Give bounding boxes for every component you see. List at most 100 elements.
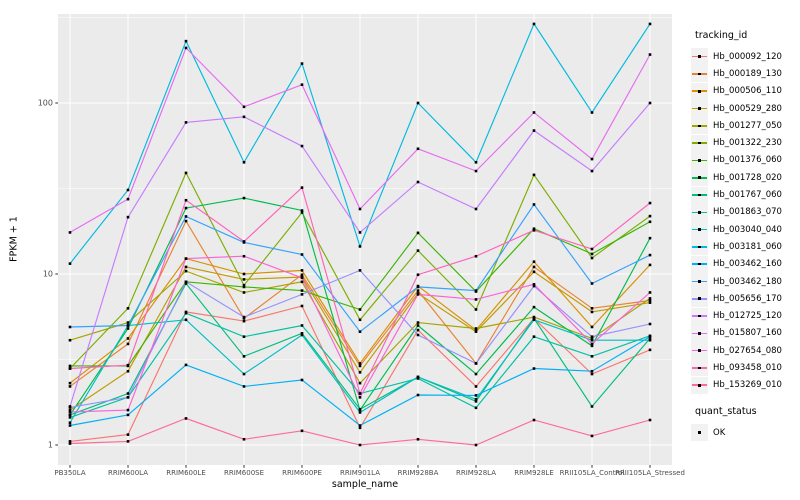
data-point [416,375,420,379]
legend-key [691,424,708,442]
data-point [358,443,362,447]
data-point [242,335,246,338]
data-point [242,355,246,358]
data-point [416,324,420,327]
data-point [358,231,362,234]
data-point [590,169,594,173]
legend-item: Hb_027654_080 [691,342,799,360]
legend-key-square-point [697,430,702,435]
legend-item: Hb_093458_010 [691,359,799,377]
data-point [416,249,420,252]
data-point [416,293,420,296]
data-point [242,315,246,319]
data-point [242,283,246,287]
data-point [532,418,536,422]
data-point [532,283,536,286]
legend-item-label: Hb_003462_160 [713,259,782,270]
data-point [300,332,304,335]
data-point [648,297,652,300]
legend-item: Hb_001322_230 [691,134,799,152]
legend-key [691,151,708,169]
data-point [648,214,652,218]
data-point [300,144,304,148]
data-point [184,219,188,223]
legend-item-label: Hb_093458_010 [713,362,782,373]
legend-item-label: Hb_001767_060 [713,190,782,201]
data-point [126,337,130,340]
data-point [184,417,188,420]
data-point [648,299,652,302]
data-point [184,171,188,175]
legend-key-point [698,245,701,249]
data-point [68,367,72,370]
data-point [648,337,652,340]
data-point [474,328,478,332]
data-point [68,408,72,412]
data-point [532,265,536,269]
x-tick-label: PB350LA [54,469,85,477]
x-tick-label: RRIM901LA [340,469,380,477]
legend-item-label: Hb_001277_050 [713,120,782,131]
data-point [590,307,594,310]
legend-item-label: Hb_153269_010 [713,380,782,391]
data-point [300,429,304,433]
data-point [590,335,594,338]
data-point [242,319,246,323]
data-point [126,342,130,346]
x-tick-label: RRII105LA_Stressed [615,469,685,477]
data-point [184,311,188,315]
legend-item-label: Hb_012725_120 [713,311,782,322]
data-point [242,115,246,119]
data-point [532,367,536,370]
data-point [532,260,536,264]
data-point [648,263,652,267]
legend-key-point [698,280,701,283]
data-point [358,362,362,365]
legend-key-point [698,55,701,58]
legend-item-label: Hb_000529_280 [713,103,782,114]
data-point [126,369,130,373]
data-point [358,371,362,374]
data-point [358,411,362,414]
legend-key-point [698,383,701,387]
data-point [590,247,594,251]
y-tick-label: 1 [48,441,53,450]
data-point [68,410,72,414]
data-point [68,416,72,419]
data-point [590,372,594,376]
data-point [474,298,478,301]
data-point [648,348,652,352]
data-point [532,317,536,320]
x-tick-label: RRII105LA_Control [560,469,625,477]
legend-key [691,203,708,221]
legend-item: Hb_000506_110 [691,82,799,100]
data-point [126,324,130,327]
data-point [590,111,594,114]
legend-key [691,359,708,377]
data-point [648,253,652,257]
data-point [300,83,304,86]
legend-item-label: Hb_027654_080 [713,345,782,356]
data-point [416,437,420,441]
x-tick-label: RRIM928LA [456,469,496,477]
data-point [300,269,304,272]
data-point [184,363,188,367]
data-point [300,273,304,277]
data-point [532,129,536,132]
data-point [474,330,478,333]
x-axis-title: sample_name [331,479,399,490]
legend-item: Hb_001376_060 [691,151,799,169]
legend-item: Hb_000092_120 [691,48,799,66]
data-point [126,327,130,330]
data-point [242,105,246,109]
data-point [648,220,652,224]
data-point [300,304,304,308]
legend-key [691,65,708,83]
data-point [358,330,362,333]
data-point [68,381,72,385]
data-point [358,207,362,211]
data-point [416,180,420,184]
data-point [416,273,420,277]
legend-key-point [698,262,701,266]
data-point [648,335,652,338]
